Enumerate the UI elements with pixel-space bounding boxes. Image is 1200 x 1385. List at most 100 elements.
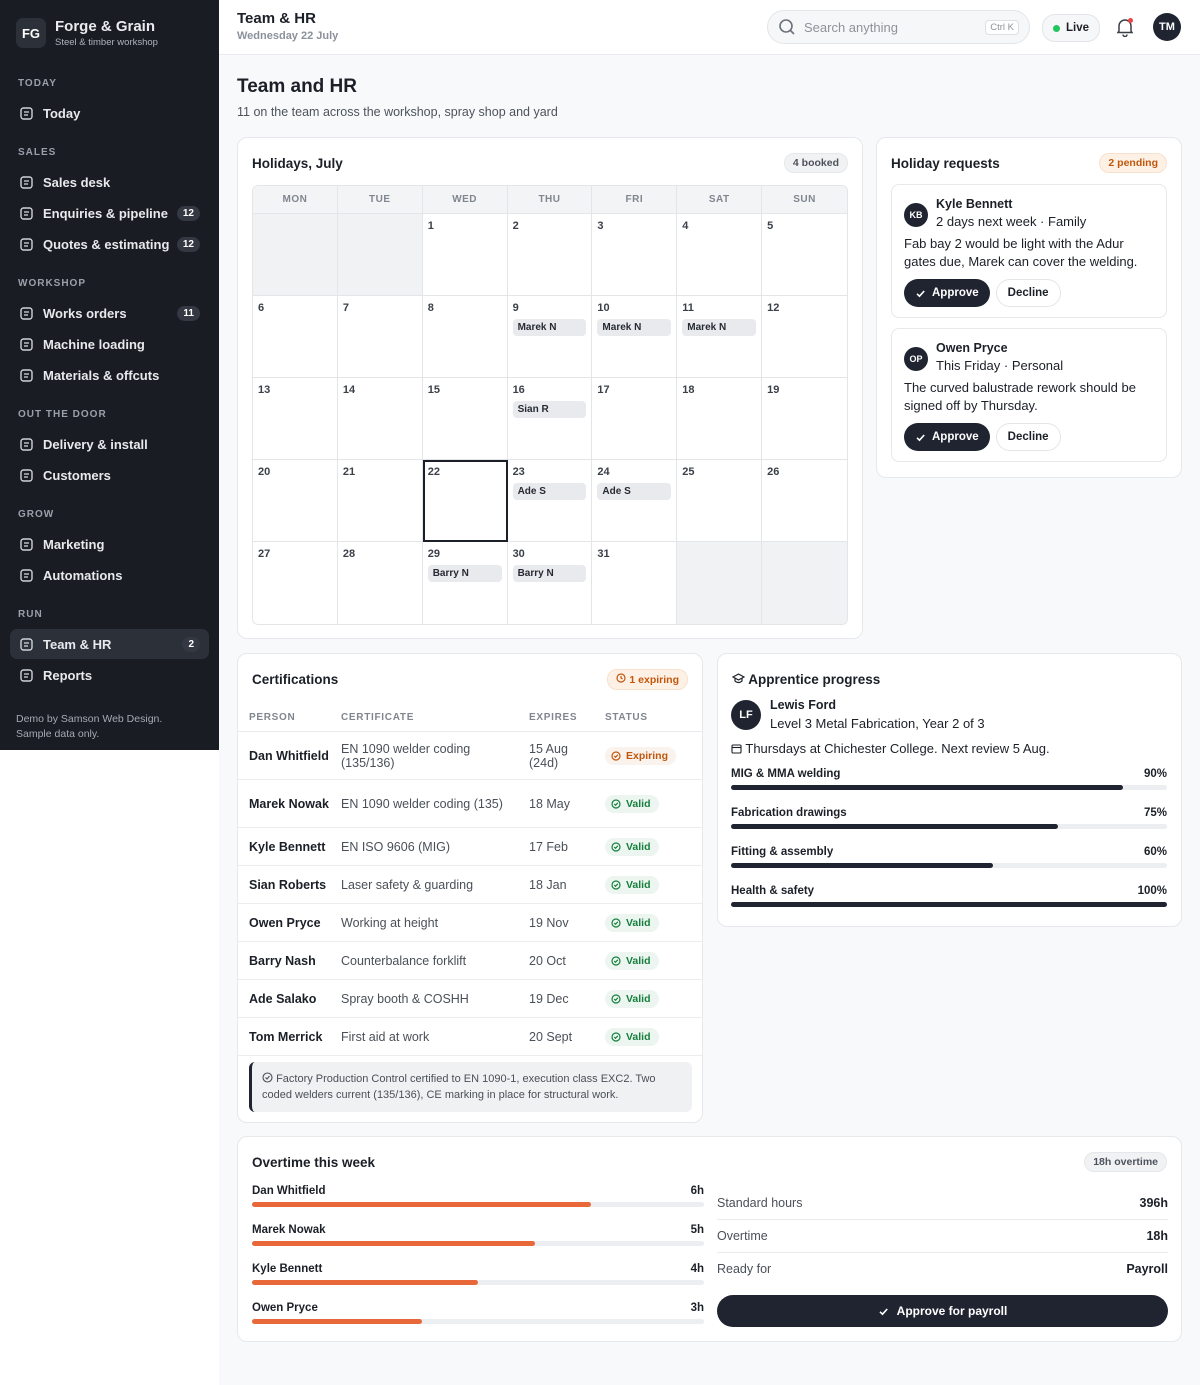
progress-track: [252, 1202, 704, 1207]
user-avatar[interactable]: TM: [1153, 13, 1181, 41]
nav-item[interactable]: Delivery & install: [10, 429, 209, 459]
nav-item[interactable]: Quotes & estimating 12: [10, 229, 209, 259]
day-number: 29: [427, 548, 440, 560]
request-avatar: OP: [904, 347, 928, 371]
weekday: WED: [422, 186, 508, 214]
status-icon: [611, 1031, 621, 1042]
nav-item[interactable]: Reports: [10, 660, 209, 690]
payroll-button[interactable]: Approve for payroll: [717, 1295, 1168, 1327]
decline-button[interactable]: Decline: [995, 423, 1061, 451]
nav-item[interactable]: Machine loading: [10, 329, 209, 359]
day-cell: 10 Marek N: [592, 296, 678, 378]
note-text: Factory Production Control certified to …: [262, 1073, 656, 1101]
nav-item[interactable]: Customers: [10, 460, 209, 490]
nav-section: WORKSHOP Works orders 11 Machine loading Mat…: [0, 260, 219, 390]
column-header: PERSON: [238, 704, 341, 732]
header-row: PERSON CERTIFICATE EXPIRES STATUS: [238, 704, 702, 732]
apprentice-card: Apprentice progress LF Lewis Ford Level …: [717, 653, 1182, 927]
main: Team & HR Wednesday 22 July Search anyth…: [219, 0, 1200, 1385]
status-icon: [611, 955, 621, 966]
decline-button[interactable]: Decline: [995, 279, 1061, 307]
certificate: EN 1090 welder coding (135): [341, 779, 529, 828]
progress-row: Health & safety 100%: [731, 885, 1167, 924]
day-number: 25: [682, 466, 695, 478]
nav-label: Enquiries & pipeline: [43, 205, 168, 221]
progress-fill: [252, 1202, 591, 1207]
column-header: CERTIFICATE: [341, 704, 529, 732]
nav-item[interactable]: Enquiries & pipeline 12: [10, 198, 209, 228]
weekday: MON: [253, 186, 338, 214]
person: Tom Merrick: [238, 1017, 341, 1056]
card-header: Holiday requests 2 pending: [891, 152, 1167, 174]
nav-section-title: WORKSHOP: [18, 278, 86, 289]
day-cell: 3: [592, 214, 678, 296]
status-cell: Valid: [605, 903, 702, 942]
day-number: 8: [427, 302, 434, 314]
summary-row: Overtime 18h: [717, 1220, 1168, 1253]
nav-item[interactable]: Works orders 11: [10, 298, 209, 328]
notifications[interactable]: [1116, 17, 1134, 37]
weekday: THU: [507, 186, 593, 214]
holiday-event: Sian R: [512, 401, 587, 418]
request: KB Kyle Bennett 2 days next week · Family F…: [891, 184, 1167, 318]
day-number: 4: [682, 220, 689, 232]
status-cell: Valid: [605, 941, 702, 980]
progress-row: Dan Whitfield 6h: [252, 1185, 704, 1224]
progress-label: Fitting & assembly: [731, 846, 834, 858]
badge-text: 1 expiring: [629, 673, 679, 686]
search[interactable]: Search anything Ctrl K: [767, 10, 1030, 44]
progress-value: 90%: [1143, 768, 1167, 780]
nav-icon: [20, 175, 33, 189]
nav-item[interactable]: Automations: [10, 560, 209, 590]
card-title: Certifications: [252, 671, 339, 687]
approve-button[interactable]: Approve: [904, 423, 990, 451]
progress-value: 5h: [690, 1224, 704, 1236]
day-cell: 15: [422, 378, 508, 460]
live-status[interactable]: Live: [1042, 14, 1101, 42]
shortcut: Ctrl K: [985, 19, 1019, 35]
nav-badge: 12: [176, 236, 200, 252]
certifications-card: Certifications 1 expiring PERSON CERTIFIC…: [237, 653, 703, 1123]
status-label: Expiring: [626, 749, 669, 762]
person: Marek Nowak: [238, 779, 341, 828]
cert-row: Sian Roberts Laser safety & guarding 18 Ja…: [238, 865, 702, 904]
weekday: TUE: [337, 186, 423, 214]
request-name: Owen Pryce: [936, 341, 1008, 355]
nav-icon: [20, 568, 33, 582]
day-number: 27: [258, 548, 271, 560]
page-title: Team and HR: [237, 76, 358, 97]
header-title: Team & HR: [237, 10, 316, 27]
expires: 18 Jan: [529, 865, 605, 904]
approve-button[interactable]: Approve: [904, 279, 990, 307]
status-cell: Valid: [605, 979, 702, 1018]
nav-item[interactable]: Marketing: [10, 529, 209, 559]
status: Valid: [605, 1027, 659, 1046]
holiday-event: Ade S: [597, 483, 672, 500]
day-number: 24: [597, 466, 610, 478]
status-label: Valid: [626, 840, 651, 853]
progress-fill: [731, 785, 1124, 790]
holidays-card: Holidays, July 4 booked MON TUE WED THU FRI SA…: [237, 137, 863, 639]
expires: 20 Oct: [529, 941, 605, 980]
weekday: SUN: [762, 186, 847, 214]
day-cell: 28: [338, 542, 423, 624]
day-cell: 4: [677, 214, 763, 296]
nav-item[interactable]: Materials & offcuts: [10, 360, 209, 390]
nav-item[interactable]: Today: [10, 98, 209, 128]
nav-icon: [20, 237, 33, 251]
schedule-text: Thursdays at Chichester College. Next re…: [745, 741, 1050, 756]
progress-value: 4h: [690, 1263, 704, 1275]
status-icon: [611, 841, 621, 852]
progress-fill: [252, 1280, 478, 1285]
nav-item[interactable]: Sales desk: [10, 167, 209, 197]
request-detail: 2 days next week · Family: [936, 214, 1087, 229]
day-number: 15: [427, 384, 440, 396]
nav-section-title: OUT THE DOOR: [18, 409, 107, 420]
progress-value: 75%: [1143, 807, 1167, 819]
nav-label: Team & HR: [43, 636, 112, 652]
progress-track: [731, 824, 1167, 829]
progress-track: [731, 902, 1167, 907]
day-number: 17: [597, 384, 610, 396]
nav-item[interactable]: Team & HR 2: [10, 629, 209, 659]
search-icon: [779, 19, 795, 35]
